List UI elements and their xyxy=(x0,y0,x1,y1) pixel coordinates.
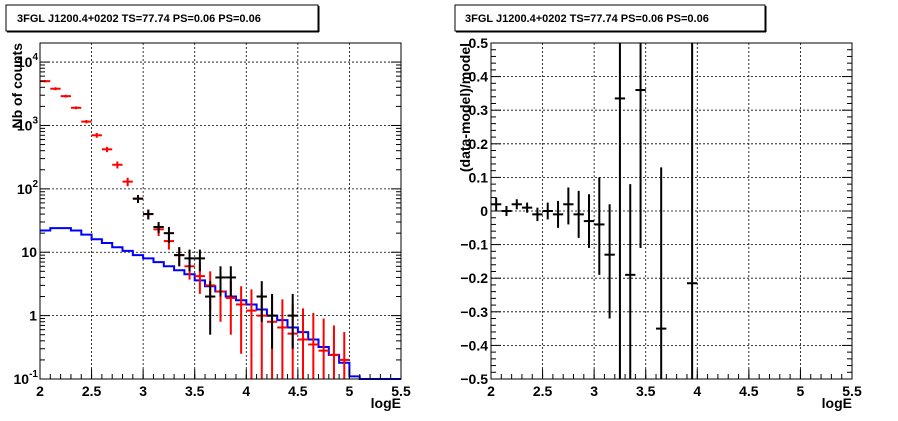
errorbar-point xyxy=(521,202,533,213)
y-tick-label: 10 xyxy=(21,244,37,260)
errorbar-point xyxy=(594,177,605,275)
model-step-line xyxy=(40,227,401,380)
errorbar-point xyxy=(604,204,615,319)
x-tick-label: 4 xyxy=(693,383,701,399)
x-tick-label: 5.5 xyxy=(842,383,862,399)
errorbar-point xyxy=(91,133,102,138)
errorbar-point xyxy=(686,43,698,379)
errorbar-point xyxy=(266,293,278,349)
errorbar-point xyxy=(625,184,636,379)
y-tick-label: 0.3 xyxy=(469,102,489,118)
y-tick-label: 0.4 xyxy=(469,69,489,85)
x-tick-label: 4 xyxy=(242,383,250,399)
counts-panel: 3FGL J1200.4+0202 TS=77.74 PS=0.06 PS=0.… xyxy=(5,4,411,411)
errorbar-point xyxy=(112,161,123,169)
errorbar-point xyxy=(235,286,247,354)
errorbar-point xyxy=(635,43,646,248)
y-tick-label: 1 xyxy=(29,308,37,324)
counts-grid xyxy=(40,43,401,379)
y-tick-label: 10-1 xyxy=(14,369,39,387)
errorbar-point xyxy=(50,87,61,91)
errorbar-point xyxy=(122,177,133,187)
errorbar-point xyxy=(277,299,288,379)
errorbar-point xyxy=(215,266,226,297)
errorbar-point xyxy=(656,167,667,379)
y-tick-label: 0.5 xyxy=(469,35,489,51)
x-tick-label: 3.5 xyxy=(185,383,205,399)
errorbar-point xyxy=(573,190,584,238)
errorbar-point xyxy=(81,119,92,124)
residual-panel: 3FGL J1200.4+0202 TS=77.74 PS=0.06 PS=0.… xyxy=(454,4,862,411)
errorbar-point xyxy=(583,194,595,248)
x-tick-label: 5 xyxy=(797,383,805,399)
errorbar-point xyxy=(552,200,564,228)
errorbar-point xyxy=(563,187,574,225)
errorbar-point xyxy=(318,318,329,379)
y-tick-label: −0.1 xyxy=(460,237,488,253)
errorbar-point xyxy=(70,106,82,110)
errorbar-point xyxy=(60,94,71,98)
counts-title-box xyxy=(5,4,319,32)
errorbar-point xyxy=(308,312,319,379)
counts-y-label: Nb of counts xyxy=(9,43,25,129)
errorbar-point xyxy=(132,194,144,203)
residual-ticks: 2 2.5 3 3.5 4 4.5 5 5.5 −0.5 −0.4 −0.3 −0.2 −0.1 0 0.1… xyxy=(460,35,862,399)
residual-x-label: logE xyxy=(822,395,852,411)
residual-title-box xyxy=(454,4,766,32)
errorbar-point xyxy=(511,199,522,210)
x-tick-label: 4.5 xyxy=(739,383,759,399)
x-tick-label: 2.5 xyxy=(82,383,102,399)
errorbar-point xyxy=(246,289,257,379)
errorbar-point xyxy=(287,293,298,349)
residual-y-label: (data-model)/model xyxy=(457,43,473,172)
errorbar-point xyxy=(194,249,206,272)
x-tick-label: 2 xyxy=(487,383,495,399)
x-tick-label: 5 xyxy=(346,383,354,399)
errorbar-point xyxy=(501,205,512,217)
y-tick-label: −0.2 xyxy=(460,270,488,286)
errorbar-point xyxy=(339,332,350,379)
x-tick-label: 3 xyxy=(139,383,147,399)
y-tick-label: 0.2 xyxy=(469,136,489,152)
errorbar-point xyxy=(225,266,236,297)
errorbar-point xyxy=(532,207,543,222)
errorbar-point xyxy=(328,325,340,379)
y-tick-label: 0 xyxy=(480,203,488,219)
counts-x-label: logE xyxy=(371,395,401,411)
errorbar-point xyxy=(143,209,154,220)
y-tick-label: −0.5 xyxy=(460,371,488,387)
y-tick-label: −0.3 xyxy=(460,304,488,320)
x-tick-label: 5.5 xyxy=(391,383,411,399)
residual-marks xyxy=(491,43,698,379)
y-tick-label: −0.4 xyxy=(460,337,488,353)
errorbar-point xyxy=(163,227,175,243)
errorbar-point xyxy=(184,249,195,272)
errorbar-point xyxy=(614,43,626,379)
errorbar-point xyxy=(297,308,309,379)
errorbar-point xyxy=(205,281,216,335)
residual-title: 3FGL J1200.4+0202 TS=77.74 PS=0.06 PS=0.… xyxy=(465,13,709,25)
errorbar-point xyxy=(174,247,185,267)
errorbar-point xyxy=(101,146,113,153)
errorbar-point xyxy=(542,202,553,220)
x-tick-label: 3.5 xyxy=(636,383,656,399)
x-tick-label: 4.5 xyxy=(288,383,308,399)
counts-frame xyxy=(39,42,402,380)
y-tick-label: 102 xyxy=(17,179,39,197)
counts-title: 3FGL J1200.4+0202 TS=77.74 PS=0.06 PS=0.… xyxy=(17,13,261,25)
x-tick-label: 3 xyxy=(590,383,598,399)
x-tick-label: 2 xyxy=(36,383,44,399)
errorbar-point xyxy=(153,221,164,234)
errorbar-point xyxy=(256,281,267,322)
x-tick-label: 2.5 xyxy=(533,383,553,399)
y-tick-label: 0.1 xyxy=(469,169,489,185)
counts-marks xyxy=(40,80,401,380)
